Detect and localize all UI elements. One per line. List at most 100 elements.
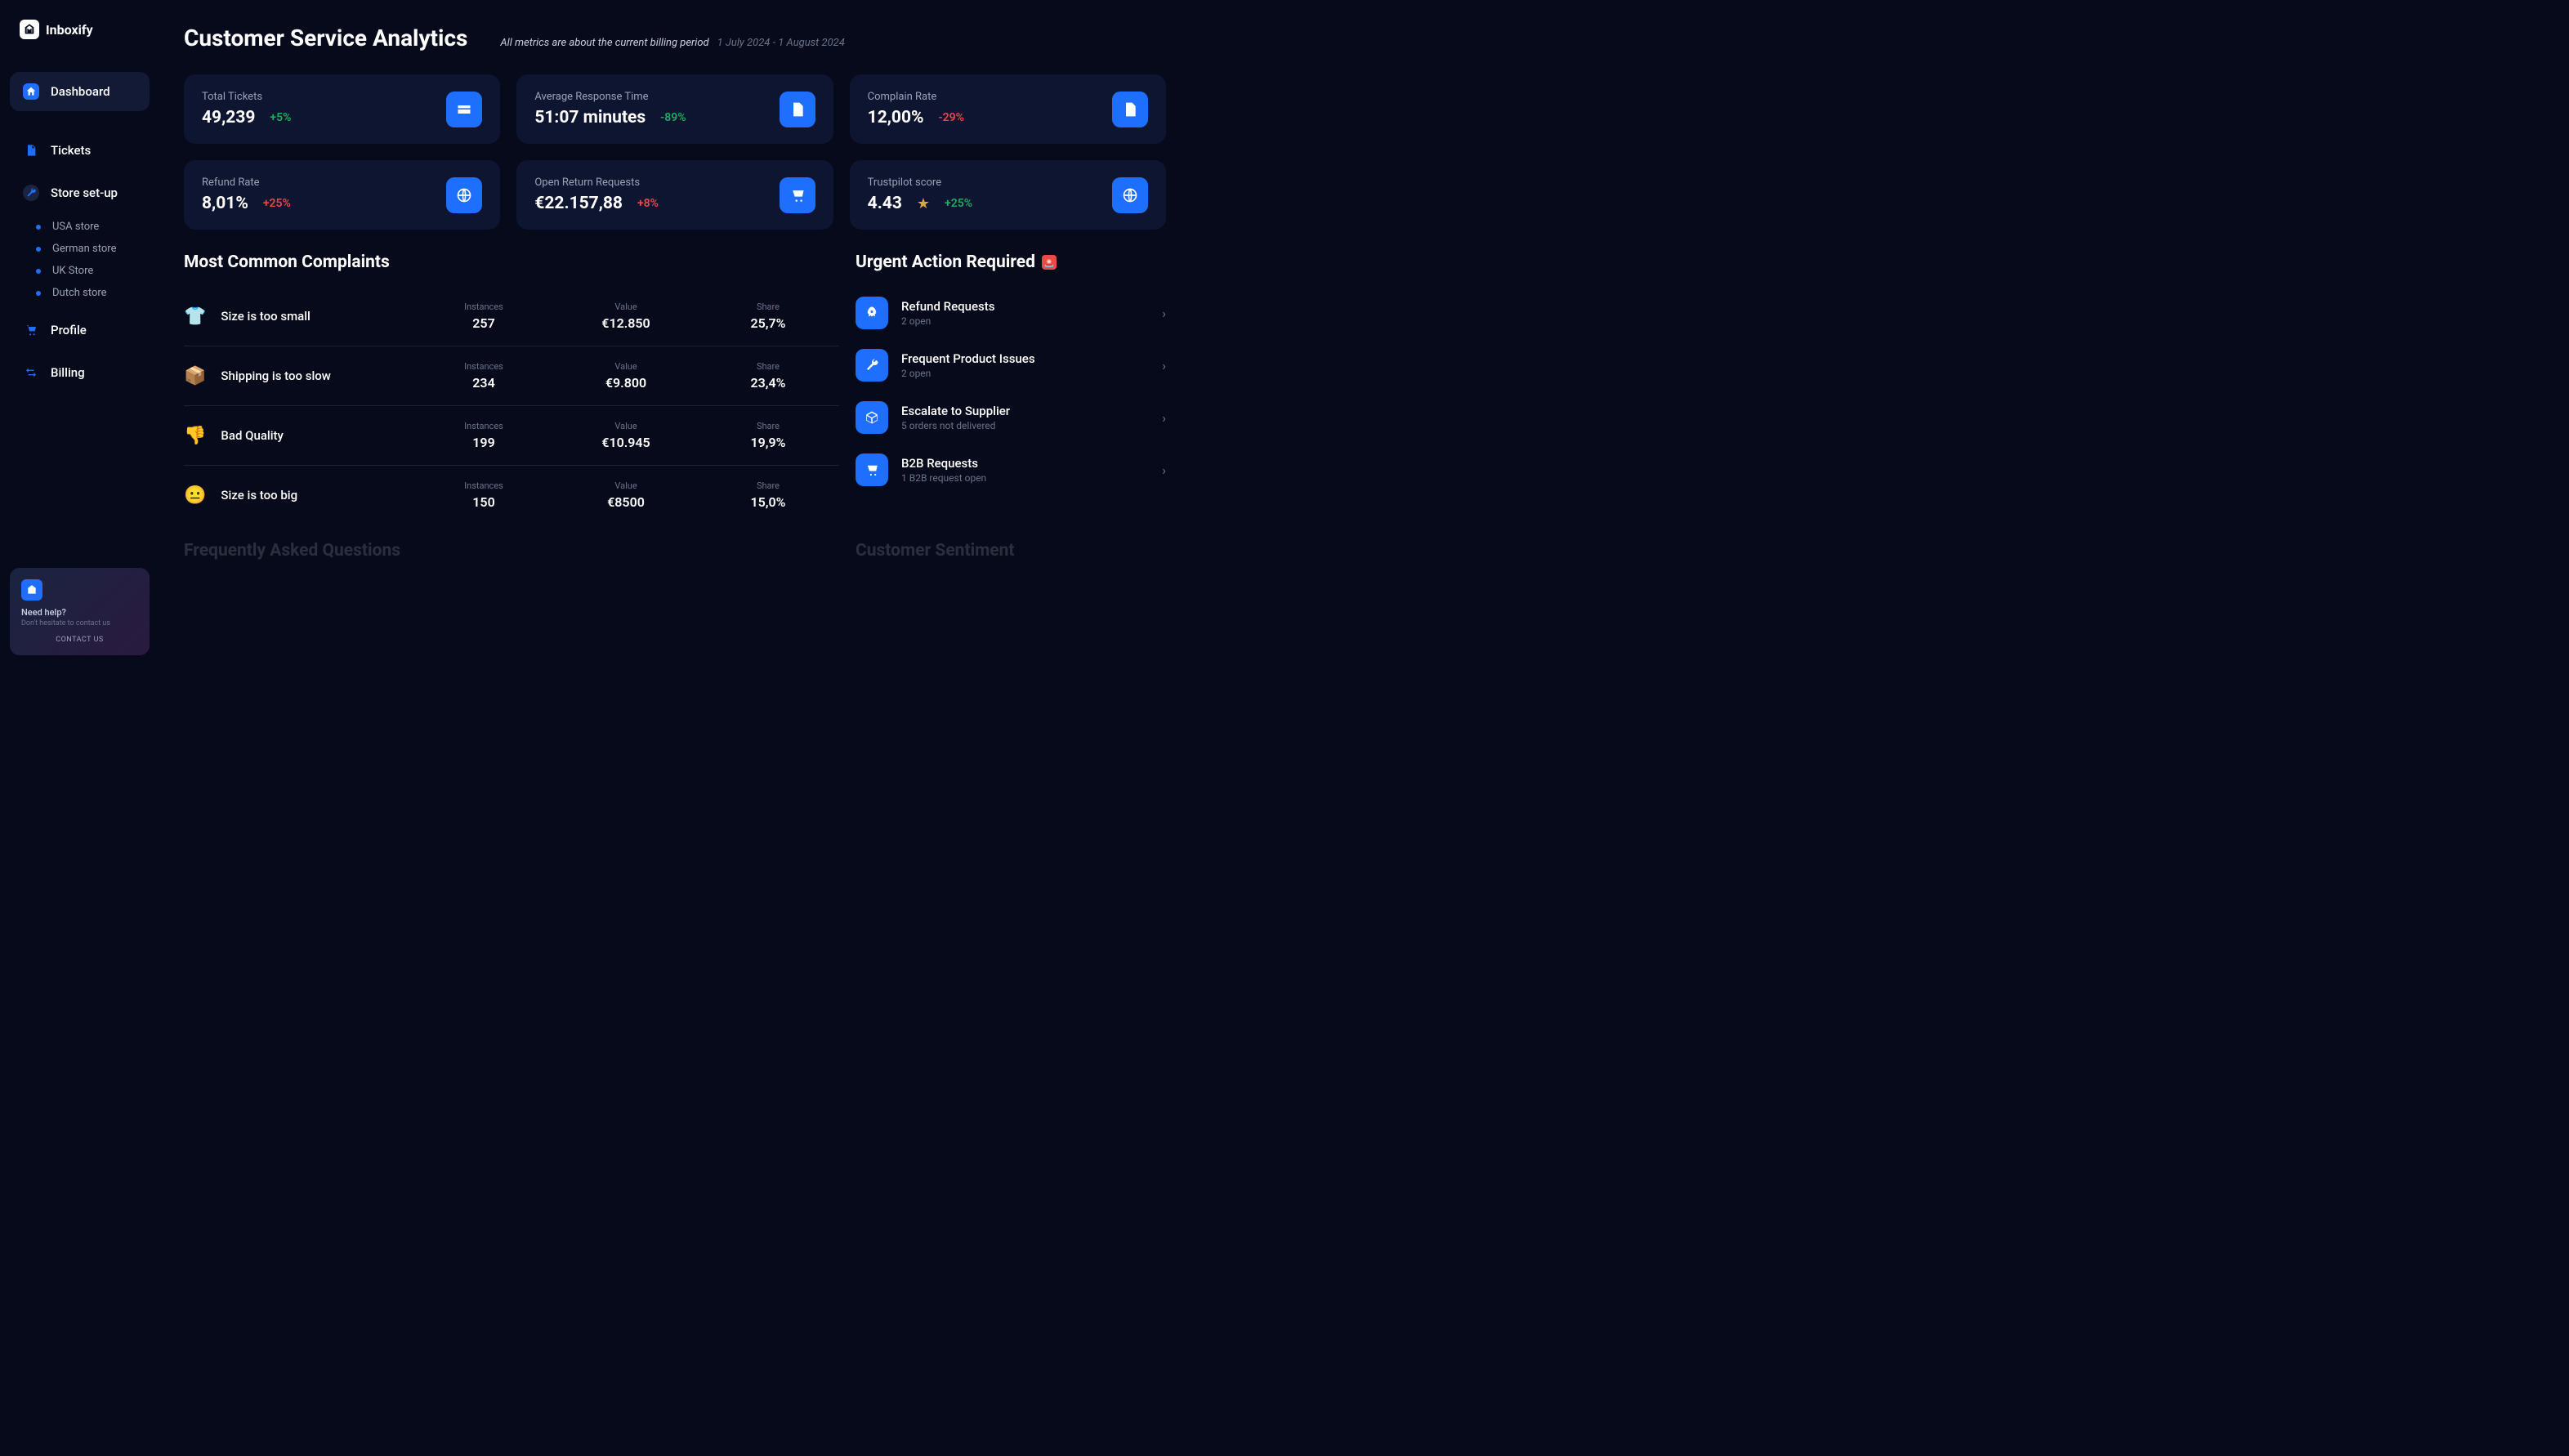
action-escalate-supplier[interactable]: Escalate to Supplier5 orders not deliver… [856, 391, 1166, 444]
action-title: B2B Requests [901, 456, 1149, 471]
metric-delta: +25% [263, 197, 291, 210]
doc-icon [1112, 92, 1148, 127]
col-value: €9.800 [555, 375, 697, 391]
faq-title: Frequently Asked Questions [184, 541, 839, 561]
complaint-row[interactable]: 📦 Shipping is too slow Instances 234 Value… [184, 346, 839, 406]
home-icon [23, 83, 39, 100]
contact-us-button[interactable]: CONTACT US [21, 636, 138, 644]
nav-profile[interactable]: Profile [10, 310, 150, 350]
chevron-right-icon: › [1162, 410, 1166, 426]
period-label: All metrics are about the current billin… [500, 37, 708, 49]
metric-delta: +5% [270, 111, 291, 124]
dot-icon [36, 225, 41, 230]
metric-refund-rate[interactable]: Refund Rate 8,01% +25% [184, 160, 500, 230]
metric-delta: +8% [637, 197, 659, 210]
period-info: All metrics are about the current billin… [500, 33, 844, 49]
help-sub: Don't hesitate to contact us [21, 619, 138, 628]
neutral-face-icon: 😐 [184, 485, 206, 506]
metric-value: 4.43 [868, 194, 902, 213]
store-item-dutch[interactable]: Dutch store [29, 282, 150, 304]
action-sub: 2 open [901, 315, 1149, 327]
col-label: Value [555, 480, 697, 491]
chevron-right-icon: › [1162, 462, 1166, 478]
col-value: €8500 [555, 494, 697, 510]
metric-label: Total Tickets [202, 91, 291, 103]
action-refund-requests[interactable]: Refund Requests2 open › [856, 287, 1166, 339]
col-value: 257 [413, 315, 555, 331]
col-value: 150 [413, 494, 555, 510]
metric-trustpilot[interactable]: Trustpilot score 4.43 ★ +25% [850, 160, 1166, 230]
complaints-title: Most Common Complaints [184, 252, 839, 272]
help-card: Need help? Don't hesitate to contact us … [10, 568, 150, 655]
col-label: Value [555, 301, 697, 312]
action-title: Frequent Product Issues [901, 351, 1149, 366]
metric-response-time[interactable]: Average Response Time 51:07 minutes -89% [516, 74, 833, 144]
complaint-row[interactable]: 👕Size is too small Instances257 Value€12… [184, 287, 839, 346]
complaint-row[interactable]: 👎Bad Quality Instances199 Value€10.945 S… [184, 406, 839, 466]
complaint-name: Shipping is too slow [221, 368, 331, 383]
faded-sections: Frequently Asked Questions Customer Sent… [184, 541, 1166, 561]
nav-label: Store set-up [51, 185, 118, 200]
metric-open-returns[interactable]: Open Return Requests €22.157,88 +8% [516, 160, 833, 230]
metric-value: 8,01% [202, 194, 248, 213]
metric-value: 49,239 [202, 108, 255, 127]
complaint-name: Size is too big [221, 488, 297, 502]
globe-icon [446, 177, 482, 213]
complaint-name: Bad Quality [221, 428, 284, 443]
action-b2b-requests[interactable]: B2B Requests1 B2B request open › [856, 444, 1166, 496]
col-label: Value [555, 361, 697, 372]
wrench-icon [23, 185, 39, 201]
main-content: Customer Service Analytics All metrics a… [159, 0, 1191, 675]
dot-icon [36, 269, 41, 274]
brand-name: Inboxify [46, 22, 93, 38]
col-value: €12.850 [555, 315, 697, 331]
nav-label: Profile [51, 323, 87, 337]
metric-total-tickets[interactable]: Total Tickets 49,239 +5% [184, 74, 500, 144]
thumbsdown-icon: 👎 [184, 426, 206, 446]
action-sub: 1 B2B request open [901, 472, 1149, 484]
swap-icon [23, 364, 39, 381]
metric-complain-rate[interactable]: Complain Rate 12,00% -29% [850, 74, 1166, 144]
package-icon: 📦 [184, 366, 206, 386]
actions-section: Urgent Action Required 🚨 Refund Requests… [856, 252, 1166, 525]
logo-icon [20, 20, 39, 39]
actions-title: Urgent Action Required 🚨 [856, 252, 1166, 272]
dot-icon [36, 247, 41, 252]
metric-delta: +25% [945, 197, 972, 210]
action-product-issues[interactable]: Frequent Product Issues 2 open › [856, 339, 1166, 391]
metric-value: 12,00% [868, 108, 924, 127]
nav-tickets[interactable]: Tickets [10, 131, 150, 170]
action-sub: 2 open [901, 368, 1149, 379]
nav-billing[interactable]: Billing [10, 353, 150, 392]
col-label: Share [697, 361, 839, 372]
metric-delta: -89% [660, 111, 686, 124]
metric-label: Trustpilot score [868, 176, 972, 189]
star-icon: ★ [917, 195, 930, 212]
col-label: Instances [413, 480, 555, 491]
nav-dashboard[interactable]: Dashboard [10, 72, 150, 111]
period-dates: 1 July 2024 - 1 August 2024 [717, 37, 845, 49]
store-item-usa[interactable]: USA store [29, 216, 150, 238]
dot-icon [36, 291, 41, 296]
alarm-icon: 🚨 [1042, 255, 1057, 270]
metric-label: Refund Rate [202, 176, 291, 189]
col-value: 234 [413, 375, 555, 391]
nav-label: Tickets [51, 143, 91, 158]
metrics-grid: Total Tickets 49,239 +5% Average Respons… [184, 74, 1166, 230]
metric-delta: -29% [939, 111, 964, 124]
nav-store-setup[interactable]: Store set-up [10, 173, 150, 212]
store-item-uk[interactable]: UK Store [29, 260, 150, 282]
col-label: Instances [413, 361, 555, 372]
help-logo-icon [21, 579, 42, 601]
file-icon [23, 142, 39, 159]
rocket-icon [856, 297, 888, 329]
complaint-row[interactable]: 😐 Size is too big Instances 150 Value €8500… [184, 466, 839, 525]
cart-icon [23, 322, 39, 338]
page-header: Customer Service Analytics All metrics a… [184, 25, 1166, 51]
box-icon [856, 401, 888, 434]
chevron-right-icon: › [1162, 358, 1166, 373]
logo[interactable]: Inboxify [10, 20, 150, 72]
wrench-icon [856, 349, 888, 382]
store-list: USA store German store UK Store Dutch st… [10, 216, 150, 304]
store-item-german[interactable]: German store [29, 238, 150, 260]
